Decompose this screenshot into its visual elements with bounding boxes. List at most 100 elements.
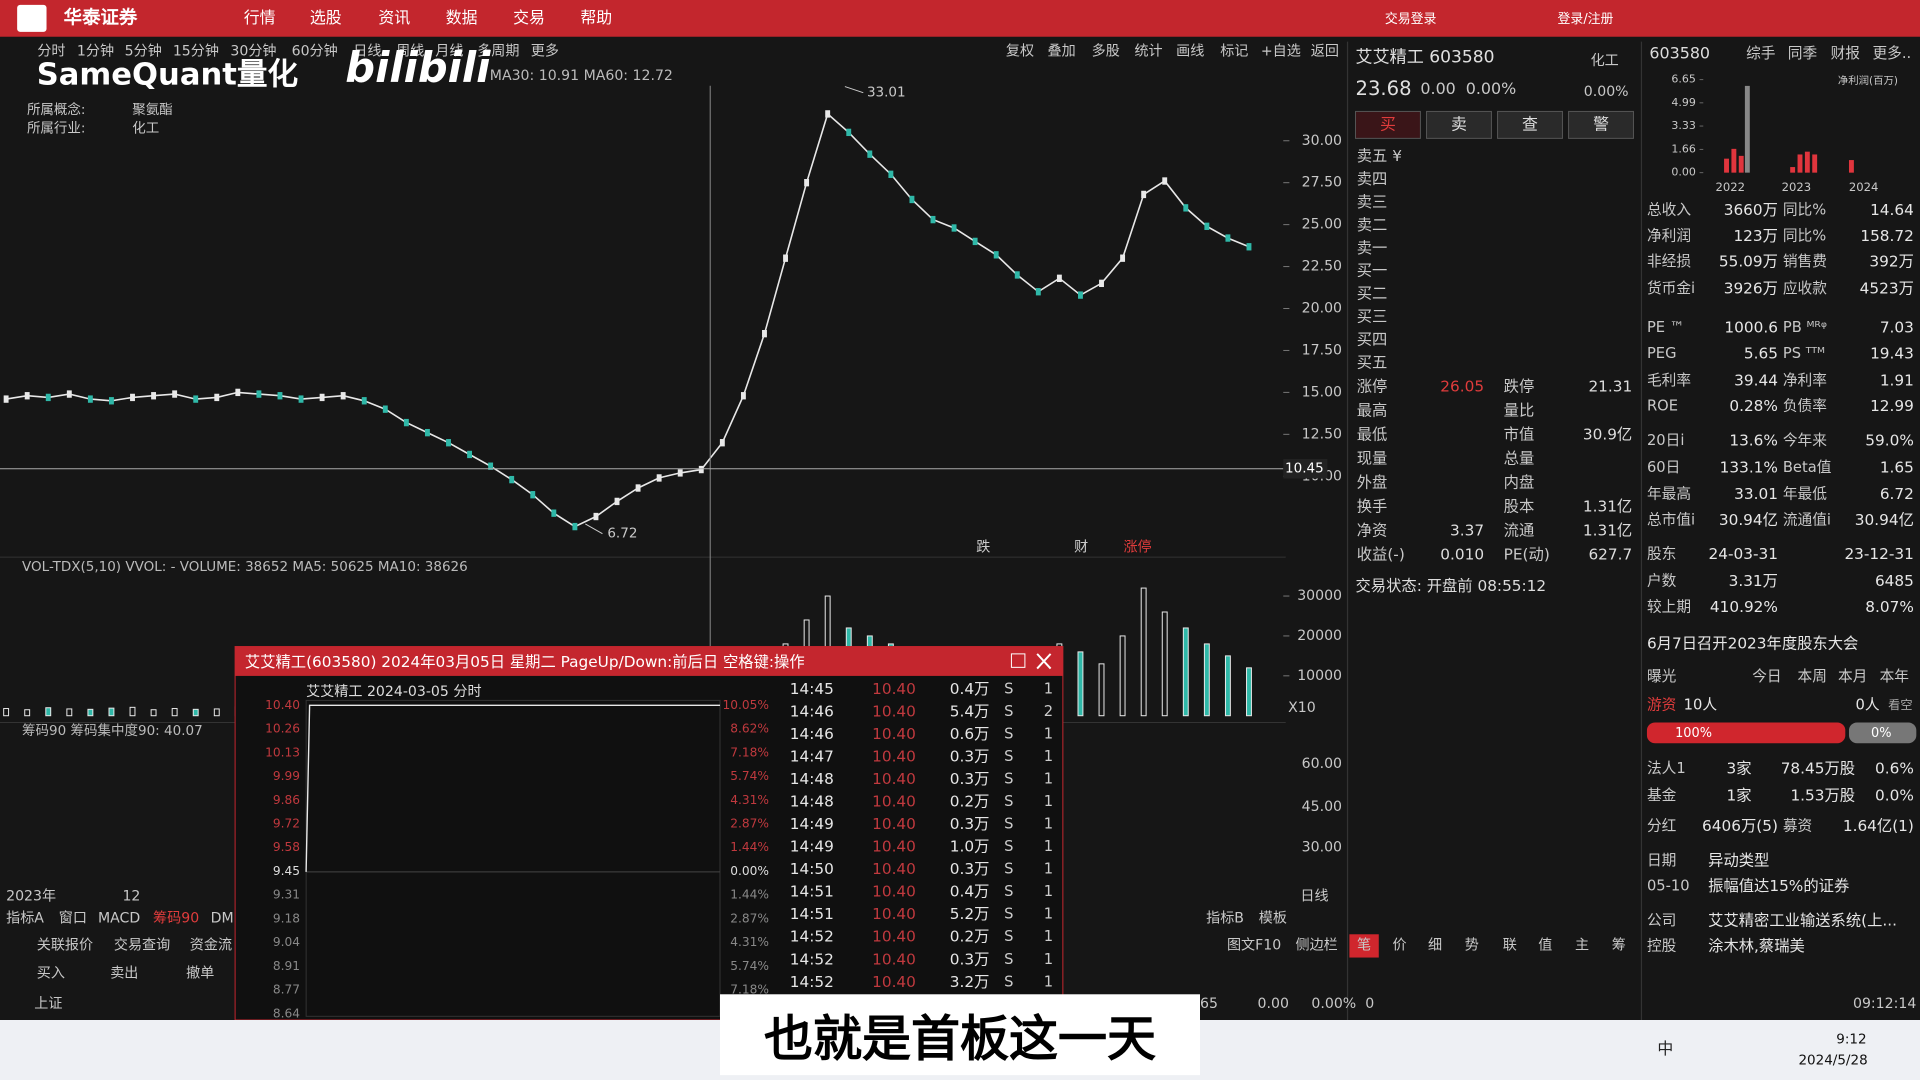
action[interactable]: 卖出 (110, 965, 138, 981)
trade-time: 14:50 (790, 860, 834, 878)
y-tick-label: 20.00 (1302, 301, 1342, 317)
stat-value: 627.7 (1588, 545, 1632, 563)
expose-tab[interactable]: 本年 (1880, 668, 1910, 685)
period-tab[interactable]: 5分钟 (125, 42, 162, 59)
trade-price: 10.40 (872, 702, 916, 720)
y-tick-label: 22.50 (1302, 259, 1342, 275)
indicator-tab[interactable]: DM (211, 910, 234, 926)
link[interactable]: 资金流 (190, 937, 232, 953)
trade-price: 10.40 (872, 793, 916, 811)
volume-bar (1182, 627, 1189, 717)
price: 23.68 (1356, 77, 1412, 100)
side-tab[interactable]: 财报 (1831, 45, 1861, 62)
candle (740, 392, 746, 400)
link[interactable]: 交易查询 (114, 936, 170, 953)
user-login[interactable]: 登录/注册 (1558, 12, 1614, 27)
side-tab[interactable]: 主 (1575, 937, 1589, 953)
trade-login[interactable]: 交易登录 (1385, 11, 1437, 27)
inst-value: 1.53万股 (1790, 786, 1855, 804)
tool-button[interactable]: 叠加 (1048, 43, 1076, 59)
quote-button[interactable] (1426, 110, 1492, 139)
expose-tab[interactable]: 本月 (1838, 668, 1867, 685)
period-tab[interactable]: 周线 (396, 43, 424, 59)
tool-button[interactable]: 复权 (1006, 42, 1034, 59)
link[interactable]: 关联报价 (37, 937, 93, 953)
maximize-button[interactable] (1010, 653, 1026, 668)
period-tab[interactable]: 60分钟 (292, 42, 338, 59)
tool-button[interactable]: 画线 (1176, 43, 1204, 59)
minute-title: 艾艾精工 2024-03-05 分时 (306, 684, 481, 700)
trade-count: 1 (1044, 680, 1053, 697)
side-tab[interactable]: 细 (1428, 937, 1442, 953)
quote-button[interactable] (1497, 110, 1563, 139)
action[interactable]: 买入 (37, 965, 65, 981)
stat-label: 市值 (1504, 425, 1535, 443)
action[interactable]: 撤单 (186, 965, 214, 981)
side-tab[interactable]: 图文F10 (1227, 937, 1281, 953)
indicator-tab[interactable]: 指标A (6, 910, 44, 926)
side-tab[interactable]: 更多.. (1872, 45, 1911, 62)
menu-item[interactable]: 帮助 (580, 8, 612, 27)
period-tab[interactable]: 15分钟 (173, 42, 219, 59)
tool-button[interactable]: +自选 (1261, 43, 1301, 59)
menu-item[interactable]: 选股 (310, 8, 342, 27)
quote-button[interactable] (1568, 110, 1634, 139)
menu-item[interactable]: 交易 (513, 8, 545, 27)
indicator-tab[interactable]: 模板 (1259, 910, 1287, 926)
period-tab[interactable]: 更多 (531, 42, 559, 59)
quote-button-label[interactable]: 警 (1593, 114, 1609, 133)
popup-window (234, 646, 1064, 1021)
side-tab[interactable]: 价 (1393, 937, 1407, 953)
period-tab[interactable]: 1分钟 (77, 42, 114, 59)
side-tab[interactable]: 综手 (1746, 45, 1775, 62)
tool-button[interactable]: 标记 (1220, 43, 1248, 59)
period-tab[interactable]: 分时 (37, 43, 65, 59)
trade-time: 14:45 (790, 680, 834, 698)
indicator-tab[interactable]: 指标B (1206, 910, 1244, 926)
tool-button[interactable]: 多股 (1092, 42, 1120, 59)
minute-line (305, 704, 720, 872)
side-tab[interactable]: 同季 (1788, 45, 1818, 62)
stat-value: 1.31亿 (1583, 497, 1632, 515)
inst-label: 基金 (1647, 787, 1677, 804)
event-label: 控股 (1647, 938, 1677, 955)
candle (340, 392, 346, 400)
menu-item[interactable]: 数据 (446, 8, 478, 27)
trade-time: 14:46 (790, 725, 834, 743)
trade-price: 10.40 (872, 973, 916, 991)
tool-button[interactable]: 统计 (1134, 43, 1162, 59)
expose-tab[interactable]: 今日 (1752, 668, 1781, 685)
quote-button[interactable] (1355, 110, 1421, 139)
trade-count: 1 (1044, 973, 1053, 990)
period-tab[interactable]: 日线 (353, 43, 381, 59)
side-tab[interactable]: 笔 (1357, 937, 1371, 953)
period-tab[interactable]: 月线 (435, 43, 463, 59)
side-tab[interactable]: 势 (1465, 937, 1479, 953)
period-tab[interactable]: 多周期 (477, 42, 519, 59)
side-tab[interactable]: 侧边栏 (1296, 937, 1338, 953)
expose-tab[interactable]: 本周 (1798, 668, 1827, 685)
side-tab[interactable]: 筹 (1612, 936, 1626, 953)
period-tab[interactable]: 30分钟 (230, 42, 276, 59)
metric-value: 7.03 (1880, 319, 1914, 337)
indicator-tab[interactable]: MACD (98, 910, 140, 926)
menu-item[interactable]: 资讯 (378, 8, 410, 27)
quote-button-label[interactable]: 买 (1380, 114, 1396, 133)
tool-button[interactable]: 返回 (1311, 43, 1339, 59)
price-label: 8.64 (273, 1006, 300, 1020)
metric-label: 流通值i (1783, 511, 1831, 528)
indicator-tab[interactable]: 筹码90 (153, 909, 199, 926)
price-label: 9.45 (273, 864, 300, 878)
candle (319, 393, 325, 402)
candle (298, 395, 304, 403)
quote-button-label[interactable]: 查 (1522, 114, 1538, 133)
indicator-tab[interactable]: 窗口 (59, 909, 87, 926)
trade-side: S (1004, 680, 1013, 697)
menu-item[interactable]: 行情 (244, 8, 276, 27)
side-tab[interactable]: 值 (1538, 937, 1552, 953)
metric-value: 30.94亿 (1855, 511, 1914, 529)
quote-button-label[interactable]: 卖 (1451, 114, 1467, 133)
candle (1120, 254, 1126, 262)
side-tab[interactable]: 联 (1503, 937, 1517, 953)
candle (1183, 204, 1189, 212)
